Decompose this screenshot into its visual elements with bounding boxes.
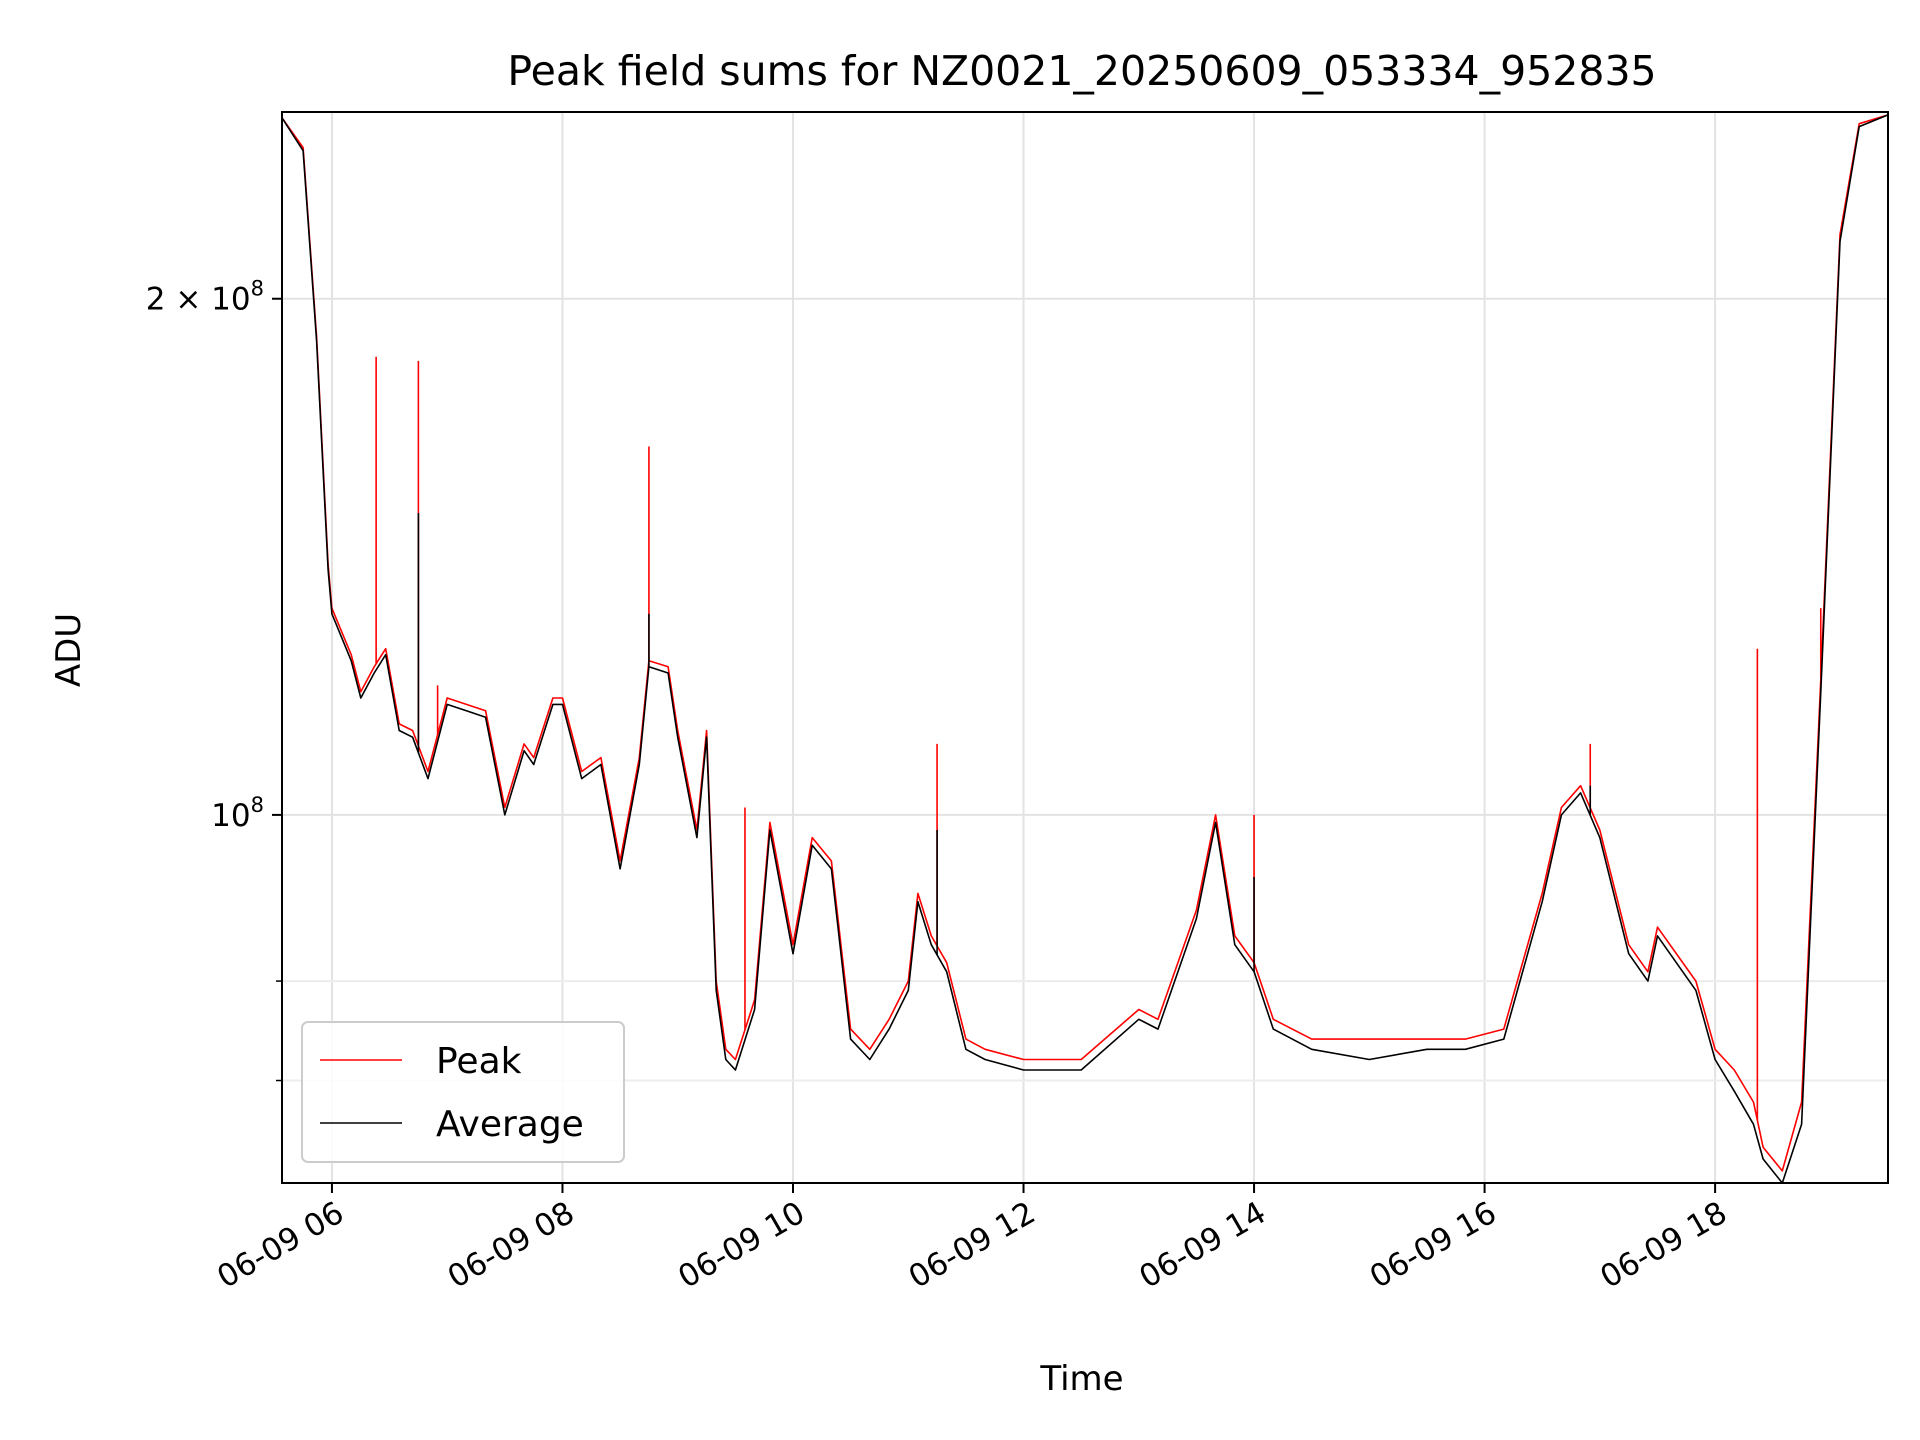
y-tick-label-base: 2 × 10: [146, 282, 251, 318]
x-axis-title: Time: [1039, 1359, 1123, 1399]
legend: Peak Average: [301, 1021, 625, 1163]
y-tick-label-exponent: 8: [251, 277, 264, 301]
y-tick-label: 2 × 108: [146, 277, 264, 318]
y-tick-label-base: 10: [211, 798, 250, 834]
series-line-average: [282, 114, 1888, 1183]
y-tick-label-exponent: 8: [251, 793, 264, 817]
y-tick-label: 108: [211, 793, 264, 834]
legend-box: [301, 1021, 625, 1163]
chart-title: Peak field sums for NZ0021_20250609_0533…: [507, 47, 1656, 95]
legend-label-average: Average: [436, 1104, 584, 1145]
plot-frame: [281, 111, 1889, 1184]
series-line-peak: [282, 114, 1888, 1172]
legend-label-peak: Peak: [436, 1041, 522, 1082]
y-axis-title: ADU: [49, 613, 89, 687]
